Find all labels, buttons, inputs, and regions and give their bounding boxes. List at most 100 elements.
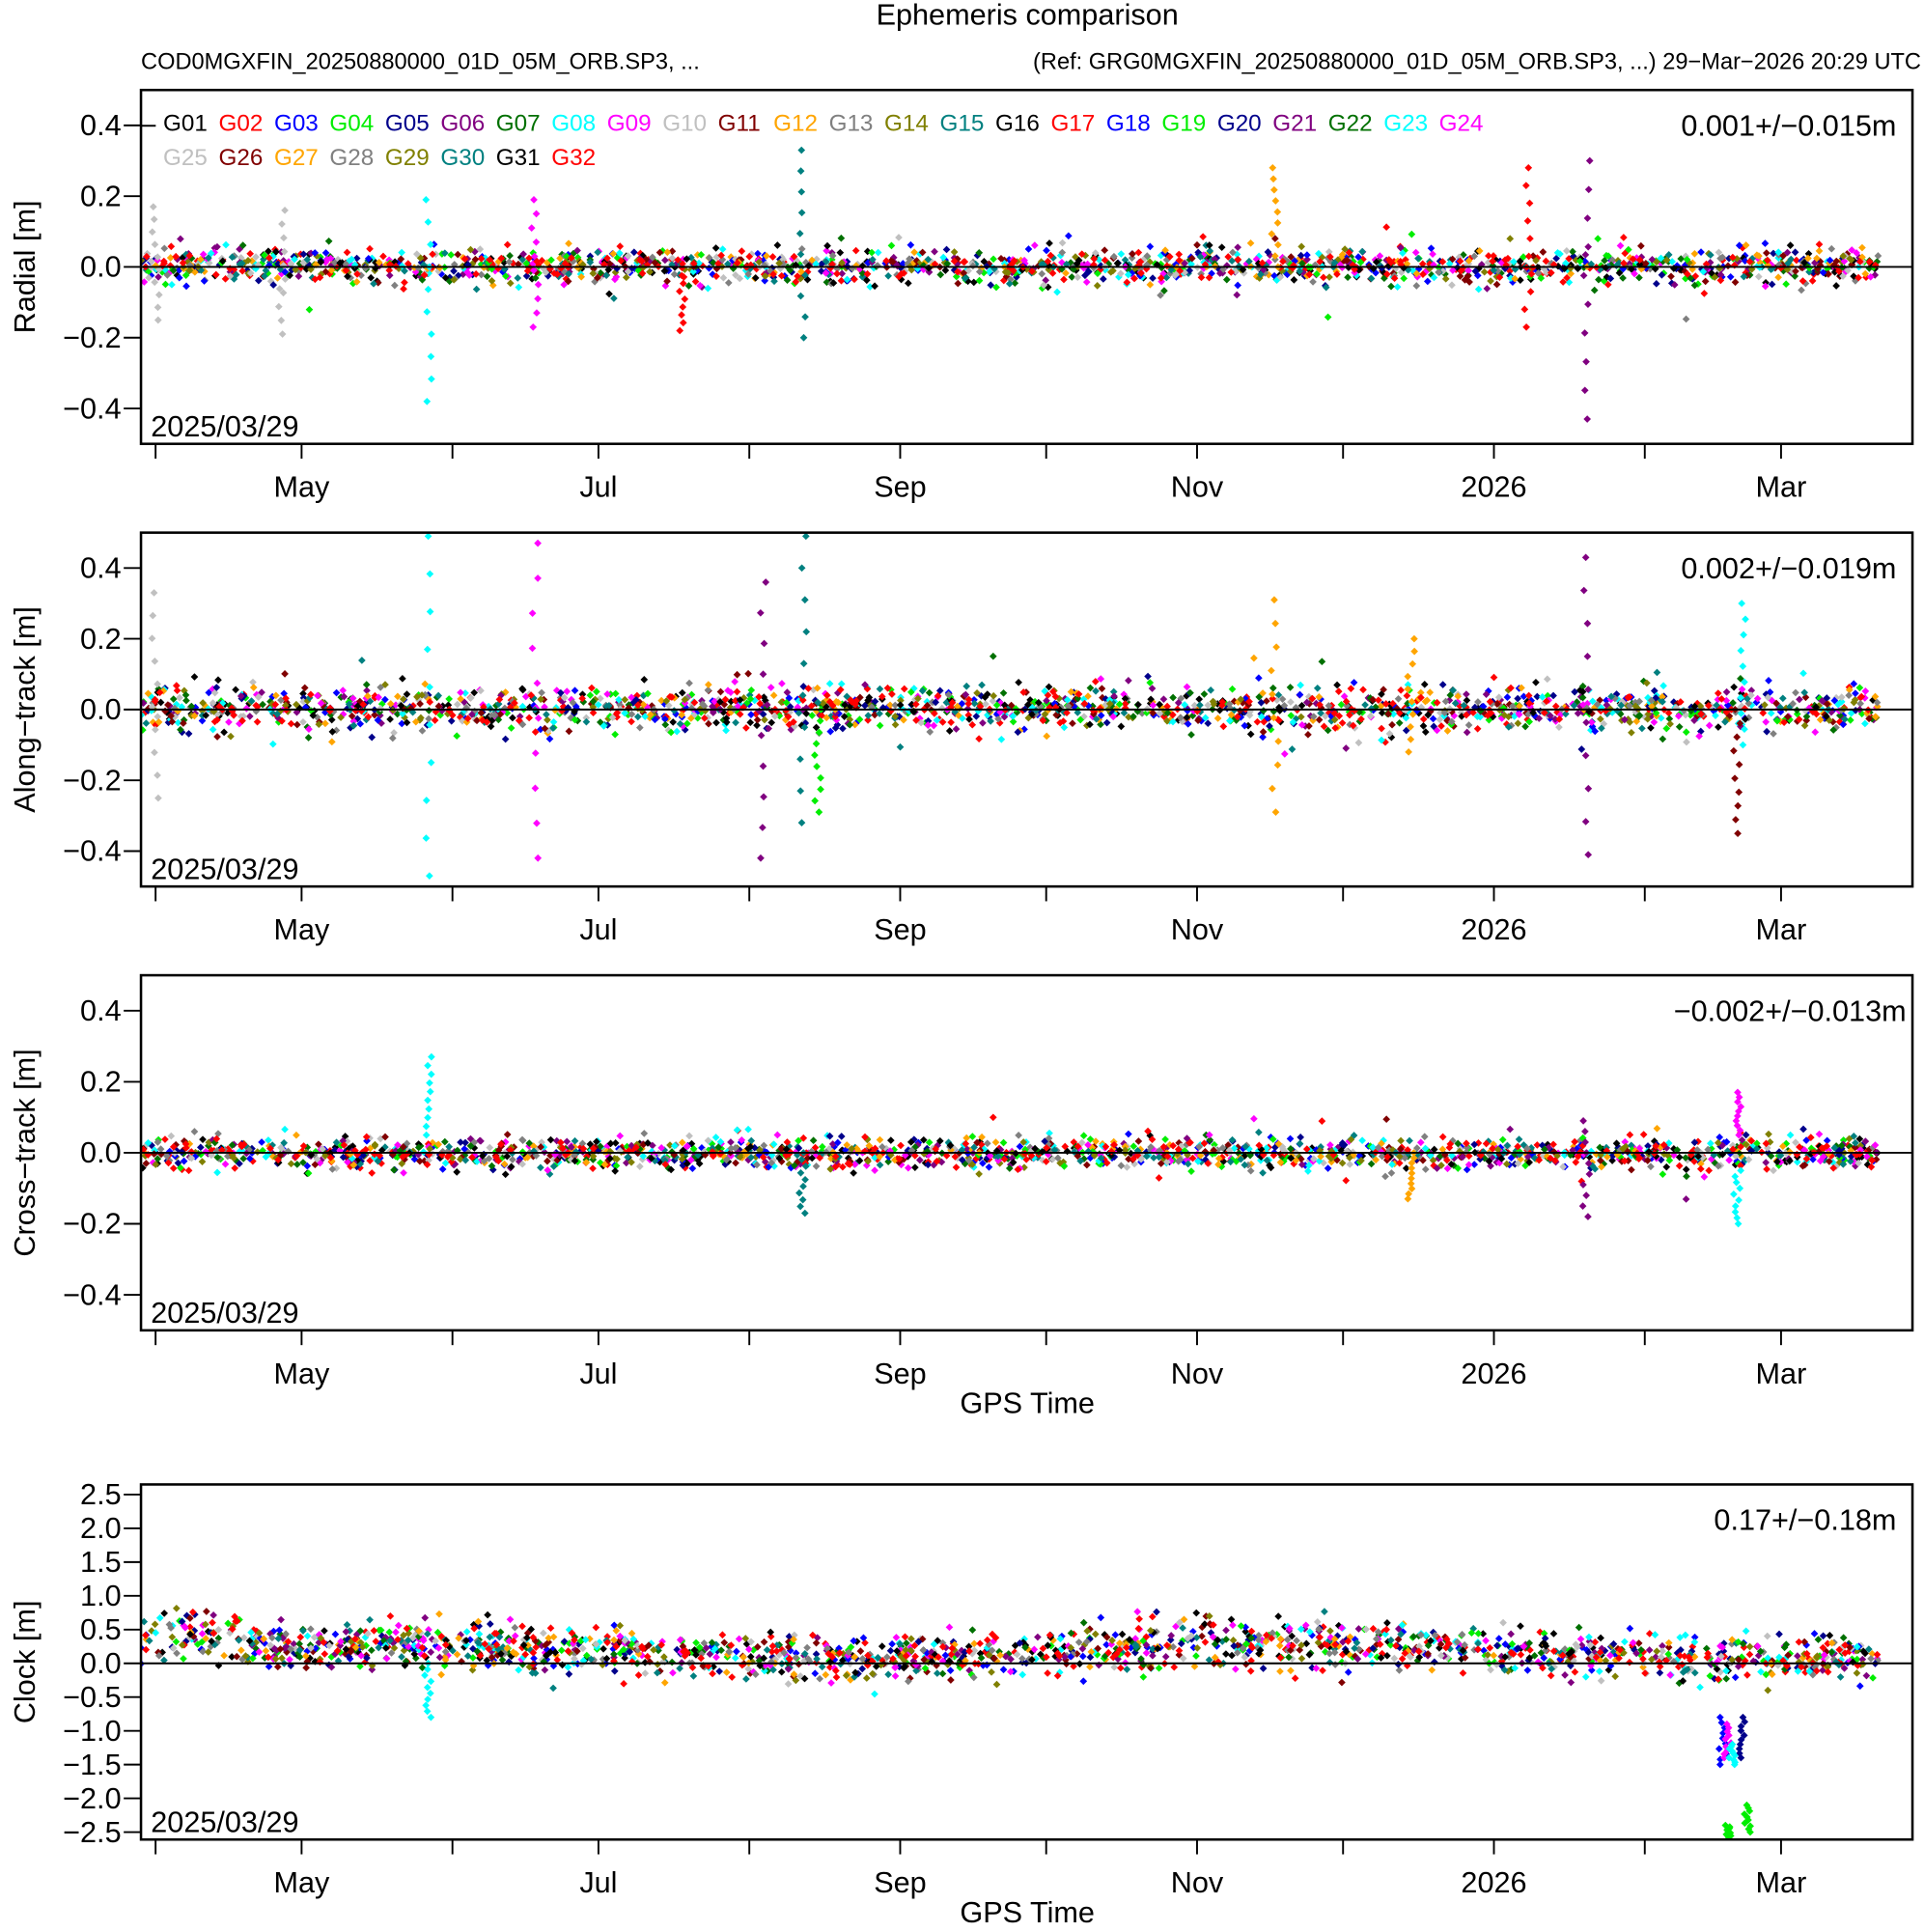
data-point [349,721,358,730]
data-point [888,689,896,698]
data-point [1359,686,1367,694]
data-point [1405,747,1412,756]
data-point [1233,291,1241,299]
data-point [819,699,827,708]
data-point [828,701,837,710]
data-point [724,686,732,695]
data-point [1255,674,1263,683]
data-point [611,689,620,698]
data-point [1378,724,1385,733]
data-point [1737,647,1745,655]
data-point [797,146,806,154]
subtitle-right: (Ref: GRG0MGXFIN_20250880000_01D_05M_ORB… [1033,50,1921,75]
data-point [1273,219,1282,227]
data-point [589,269,598,278]
start-date-label: 2025/03/29 [151,410,298,443]
data-point [1516,257,1524,266]
data-point [1616,241,1625,250]
data-point [533,819,541,827]
data-point [1358,1136,1366,1145]
data-point [681,695,689,704]
data-point [876,685,884,693]
data-point [1486,697,1494,706]
data-point [509,714,516,722]
data-point [528,609,537,617]
data-point [1738,600,1746,607]
data-point [1572,1158,1580,1166]
data-point [1123,1163,1131,1171]
data-point [515,283,523,292]
data-point [968,1133,977,1140]
data-point [1490,673,1498,682]
data-point [530,266,538,274]
data-point [661,720,670,729]
data-point [1740,254,1747,263]
data-point [712,272,720,280]
data-point [837,276,846,285]
data-point [1246,238,1255,247]
data-point [593,273,601,282]
data-point [1489,257,1496,266]
data-point [1456,257,1464,266]
data-point [227,732,235,741]
data-point [533,257,541,266]
data-point [1839,272,1847,280]
data-point [501,735,510,743]
data-point [366,244,374,253]
data-point [154,794,162,802]
data-point [1278,695,1287,703]
data-point [1567,269,1575,278]
data-point [259,700,266,709]
data-point [180,719,187,727]
data-point [638,251,647,260]
data-point [1454,692,1463,701]
legend-entry: G03 [274,110,319,136]
data-point [711,244,720,252]
data-point [1028,711,1036,718]
data-point [571,1136,579,1145]
data-point [709,709,717,716]
data-point [1791,248,1799,257]
data-point [594,701,602,709]
data-point [173,686,181,695]
data-point [817,785,824,794]
data-point [530,196,538,204]
data-point [1117,722,1126,731]
data-point [202,712,210,719]
legend-entry: G31 [496,145,541,171]
data-point [1626,718,1634,726]
data-point [975,248,984,257]
data-point [1835,712,1844,719]
data-point [1245,711,1254,719]
data-point [818,260,825,268]
data-point [343,248,351,257]
data-point [1489,1144,1496,1153]
data-point [864,716,872,724]
data-point [718,256,727,264]
data-point [794,272,801,280]
legend-entry: G20 [1217,110,1262,136]
data-point [149,203,157,210]
data-point [1046,239,1053,247]
data-point [1269,690,1276,698]
data-point [1628,728,1635,737]
data-point [1387,282,1395,291]
data-point [1845,686,1854,694]
data-point [483,718,491,726]
data-point [802,532,810,541]
data-point [800,723,809,732]
data-point [1123,278,1131,287]
data-point [1772,699,1780,708]
data-point [603,254,611,263]
data-point [565,239,572,248]
data-point [670,270,679,278]
data-point [1460,701,1468,710]
data-point [1704,1145,1713,1154]
data-point [1852,689,1859,697]
start-date-label: 2025/03/29 [151,853,298,885]
data-point [1134,1137,1143,1145]
data-point [483,272,491,281]
data-point [1255,693,1264,701]
data-point [1823,700,1831,708]
data-point [676,326,684,335]
